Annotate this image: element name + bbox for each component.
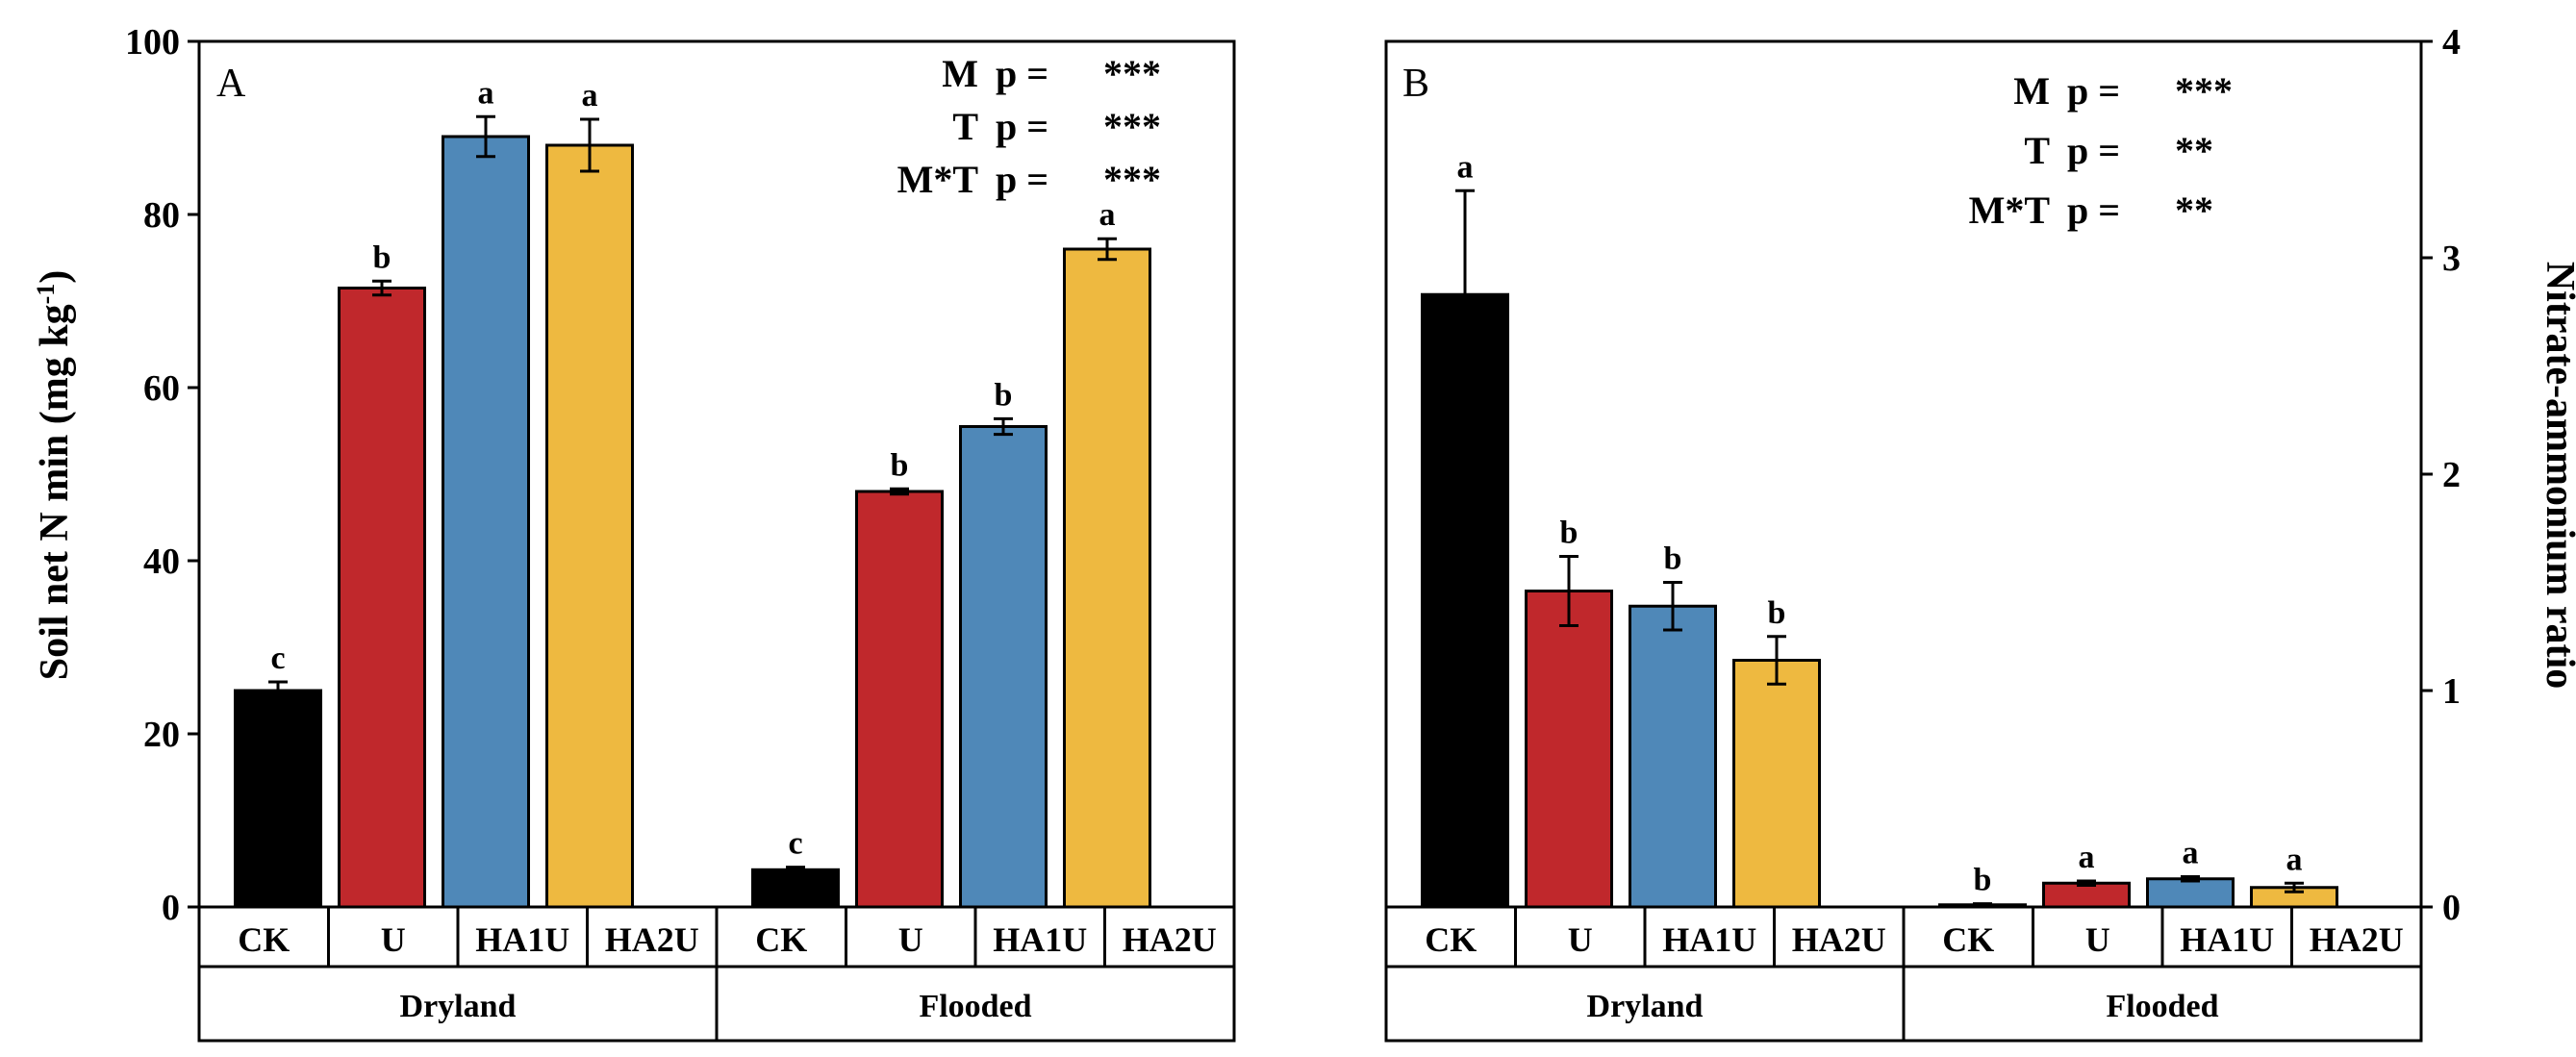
category-label: U [1568, 920, 1593, 959]
category-label: CK [755, 920, 807, 959]
y-tick-label: 40 [143, 541, 180, 582]
category-label: CK [238, 920, 290, 959]
stat-significance: *** [1103, 158, 1161, 201]
significance-letter: b [1974, 863, 1992, 898]
stat-significance: ** [2175, 129, 2213, 172]
category-label: HA1U [993, 920, 1087, 959]
stat-significance: *** [1103, 52, 1161, 95]
stat-term: M [2013, 69, 2050, 113]
category-label: U [898, 920, 923, 959]
panel-b: B 0 1 2 3 4 a b b b b a a a CK U HA1U HA2U CK U HA1U HA2U D… [1384, 22, 2576, 1043]
y-tick-label: 80 [143, 195, 180, 236]
category-label: HA2U [1792, 920, 1886, 959]
y-axis-title-a: Soil net N min (mg kg-1) [32, 270, 78, 681]
stat-term: M [942, 52, 978, 95]
bar-ha1u [442, 135, 530, 909]
category-label: HA1U [1662, 920, 1756, 959]
significance-letter: a [2286, 842, 2303, 877]
category-label: U [2085, 920, 2110, 959]
y-tick-label: 1 [2442, 671, 2461, 712]
stat-term: T [2024, 129, 2050, 172]
stat-significance: ** [2175, 189, 2213, 232]
y-tick-label: 20 [143, 715, 180, 755]
category-label: HA1U [2180, 920, 2274, 959]
bar-u [338, 287, 426, 909]
significance-letter: b [373, 239, 391, 275]
panel-a: A 0 20 40 60 80 100 c b a a c b b a CK U HA1U HA2U CK U HA… [32, 22, 1236, 1043]
y-tick-label: 4 [2442, 22, 2461, 63]
significance-letter: c [788, 826, 802, 862]
stat-p: p = [996, 52, 1048, 95]
bar-ck [234, 689, 322, 909]
bar-ha1u [1629, 604, 1717, 909]
stat-p: p = [2067, 69, 2120, 113]
category-label: HA1U [475, 920, 569, 959]
group-label: Flooded [2106, 989, 2218, 1024]
y-tick-label: 2 [2442, 455, 2461, 495]
significance-letter: a [582, 78, 598, 113]
category-row-b: CK U HA1U HA2U CK U HA1U HA2U Dryland Flooded [1384, 905, 2423, 1043]
group-label: Flooded [919, 989, 1031, 1024]
stat-term: T [952, 105, 978, 148]
significance-letter: b [1664, 541, 1682, 577]
bar-ha1u [2146, 877, 2235, 909]
significance-letter: a [478, 75, 494, 111]
bar-u [1525, 590, 1613, 909]
y-tick-label: 100 [125, 22, 180, 63]
significance-letter: b [1768, 595, 1786, 631]
significance-letter: b [995, 377, 1013, 413]
y-tick-label: 60 [143, 368, 180, 409]
category-label: HA2U [605, 920, 699, 959]
significance-letter: b [1560, 516, 1578, 551]
stat-term: M*T [1969, 189, 2051, 232]
stat-significance: *** [1103, 105, 1161, 148]
significance-letter: a [1099, 197, 1116, 233]
category-label: CK [1425, 920, 1477, 959]
bar-u [855, 490, 944, 909]
bar-ha2u [545, 143, 634, 909]
bar-ck [751, 868, 840, 909]
group-label: Dryland [1587, 989, 1704, 1024]
category-label: CK [1942, 920, 1994, 959]
y-ticks-b: 0 1 2 3 4 [2421, 22, 2461, 928]
group-label: Dryland [400, 989, 517, 1024]
stat-p: p = [2067, 189, 2120, 232]
category-label: HA2U [2310, 920, 2404, 959]
group-cell [715, 965, 1236, 1043]
significance-letter: a [2079, 840, 2095, 875]
stat-p: p = [2067, 129, 2120, 172]
significance-letter: a [1457, 149, 1474, 185]
y-tick-label: 0 [2442, 888, 2461, 928]
y-tick-label: 0 [162, 888, 180, 928]
category-row-a: CK U HA1U HA2U CK U HA1U HA2U Dryland Flooded [197, 905, 1236, 1043]
stat-p: p = [996, 105, 1048, 148]
stat-significance: *** [2175, 69, 2233, 113]
significance-letter: c [270, 641, 285, 676]
panel-letter-a: A [216, 62, 246, 106]
y-ticks-a: 0 20 40 60 80 100 [125, 22, 199, 928]
category-label: U [381, 920, 406, 959]
bar-ha1u [959, 425, 1048, 909]
y-tick-label: 3 [2442, 239, 2461, 279]
bar-ha2u [1732, 659, 1821, 909]
bar-u [2042, 881, 2131, 909]
group-cell [1902, 965, 2423, 1043]
significance-letter: b [891, 447, 909, 483]
y-axis-title-b: Nitrate-ammonium ratio [2538, 262, 2576, 689]
significance-letter: a [2183, 836, 2199, 871]
panel-letter-b: B [1402, 62, 1429, 106]
bars-b: a b b b b a a a [1421, 149, 2338, 909]
stat-term: M*T [897, 158, 979, 201]
stat-p: p = [996, 158, 1048, 201]
bar-ha2u [1063, 247, 1151, 909]
category-label: HA2U [1123, 920, 1217, 959]
